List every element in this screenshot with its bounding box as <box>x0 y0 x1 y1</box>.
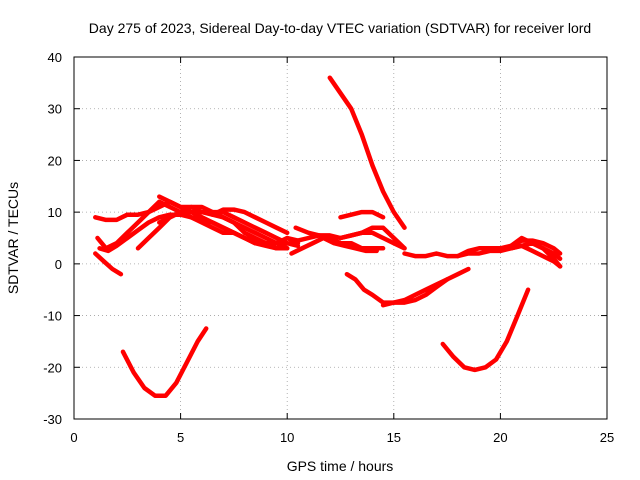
series-line-9 <box>284 233 386 251</box>
series-line-3 <box>97 212 279 254</box>
series-line-14 <box>327 75 407 230</box>
plot-frame <box>73 56 608 420</box>
series-line-10 <box>289 235 379 256</box>
series-line-13 <box>338 209 386 220</box>
x-tick-label: 20 <box>493 430 507 445</box>
y-tick-label: -10 <box>43 309 62 324</box>
y-axis-label: SDTVAR / TECUs <box>5 182 21 294</box>
y-tick-label: 30 <box>48 102 62 117</box>
series-line-7 <box>210 207 290 236</box>
y-tick-label: 40 <box>48 50 62 65</box>
y-tick-label: 0 <box>55 257 62 272</box>
series-line-6 <box>157 204 301 246</box>
x-axis-label: GPS time / hours <box>287 458 394 474</box>
x-tick-label: 5 <box>177 430 184 445</box>
series-line-20 <box>508 243 563 269</box>
axis-ticks: 0 5 10 15 20 25 -30 -20 -10 0 10 20 30 40 <box>43 50 614 445</box>
y-tick-label: 10 <box>48 205 62 220</box>
y-tick-label: -20 <box>43 360 62 375</box>
series-line-22 <box>440 287 531 373</box>
series-line-16 <box>380 266 471 308</box>
x-tick-label: 15 <box>387 430 401 445</box>
y-tick-label: 20 <box>48 153 62 168</box>
x-tick-label: 0 <box>70 430 77 445</box>
series-group <box>93 75 563 398</box>
series-line-8 <box>93 251 124 277</box>
series-line-12 <box>338 230 407 251</box>
chart-title: Day 275 of 2023, Sidereal Day-to-day VTE… <box>89 20 591 36</box>
series-line-19 <box>508 238 563 256</box>
series-line-21 <box>120 326 209 398</box>
x-tick-label: 10 <box>280 430 294 445</box>
y-tick-label: -30 <box>43 412 62 427</box>
x-tick-label: 25 <box>600 430 614 445</box>
